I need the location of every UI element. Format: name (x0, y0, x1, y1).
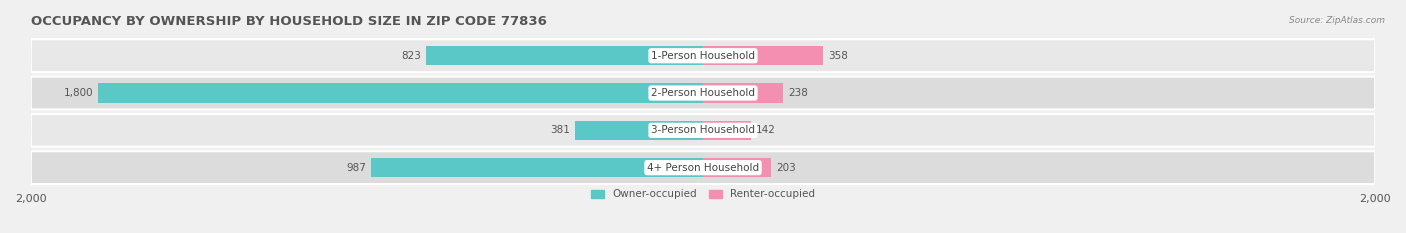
FancyBboxPatch shape (31, 39, 1375, 72)
Text: 823: 823 (402, 51, 422, 61)
Text: Source: ZipAtlas.com: Source: ZipAtlas.com (1289, 16, 1385, 25)
Text: 238: 238 (787, 88, 808, 98)
Bar (371, 158, 703, 177)
Text: 1,800: 1,800 (63, 88, 93, 98)
Bar (703, 121, 751, 140)
Legend: Owner-occupied, Renter-occupied: Owner-occupied, Renter-occupied (586, 185, 820, 204)
Text: 2-Person Household: 2-Person Household (651, 88, 755, 98)
Text: 4+ Person Household: 4+ Person Household (647, 163, 759, 173)
FancyBboxPatch shape (31, 77, 1375, 110)
Text: 987: 987 (346, 163, 366, 173)
Bar (703, 83, 783, 103)
Text: 381: 381 (550, 125, 569, 135)
FancyBboxPatch shape (31, 151, 1375, 184)
FancyBboxPatch shape (31, 114, 1375, 147)
Text: OCCUPANCY BY OWNERSHIP BY HOUSEHOLD SIZE IN ZIP CODE 77836: OCCUPANCY BY OWNERSHIP BY HOUSEHOLD SIZE… (31, 15, 547, 28)
Bar (703, 46, 824, 65)
Text: 203: 203 (776, 163, 796, 173)
Text: 142: 142 (756, 125, 776, 135)
Text: 1-Person Household: 1-Person Household (651, 51, 755, 61)
Text: 3-Person Household: 3-Person Household (651, 125, 755, 135)
Text: 358: 358 (828, 51, 848, 61)
Bar (98, 83, 703, 103)
Bar (703, 158, 772, 177)
Bar (575, 121, 703, 140)
Bar (426, 46, 703, 65)
